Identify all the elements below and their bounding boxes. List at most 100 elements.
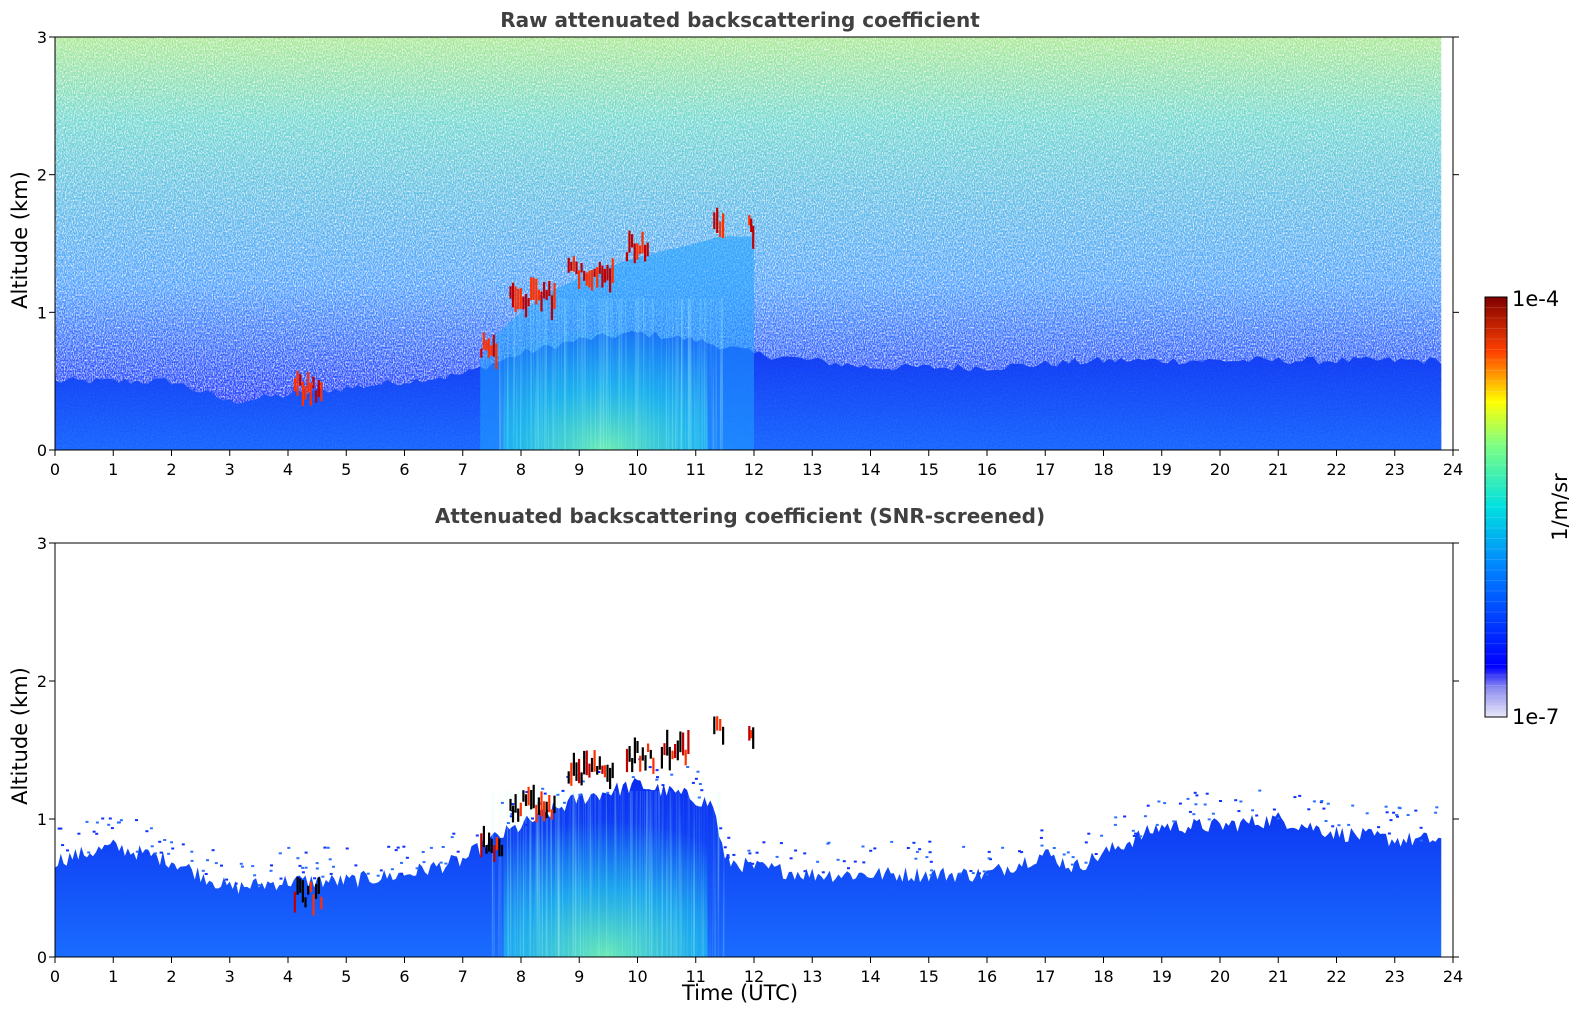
x-tick-label: 9 <box>574 967 584 986</box>
x-tick-label: 1 <box>108 967 118 986</box>
signal-speck <box>321 875 325 878</box>
x-tick-label: 10 <box>627 967 647 986</box>
colorbar-bands <box>1485 307 1507 707</box>
colorbar: 1e-4 1e-7 1/m/sr <box>1484 287 1572 729</box>
signal-speck <box>296 857 300 860</box>
cloud-echo <box>609 767 612 790</box>
cloud-echo <box>304 897 307 908</box>
signal-speck <box>1062 853 1066 856</box>
signal-speck <box>928 851 932 854</box>
x-tick-label: 24 <box>1443 967 1463 986</box>
cloud-echo <box>514 794 517 813</box>
cloud-echo <box>532 784 535 809</box>
signal-speck <box>1052 847 1056 849</box>
signal-speck <box>326 846 330 849</box>
signal-speck <box>211 849 215 852</box>
cloud-echo <box>603 269 606 283</box>
cloud-echo <box>625 748 629 773</box>
snr-screened-backscatter-panel: Attenuated backscattering coefficient (S… <box>8 504 1463 1005</box>
signal-speck <box>656 776 659 779</box>
cloud-echo <box>575 261 578 275</box>
signal-speck <box>578 794 582 796</box>
signal-speck <box>1392 811 1396 814</box>
cloud-echo <box>572 752 575 776</box>
x-tick-label: 16 <box>977 967 997 986</box>
cloud-echo <box>296 877 299 895</box>
signal-speck <box>751 862 755 865</box>
signal-speck <box>890 840 894 843</box>
x-tick-label: 22 <box>1326 967 1346 986</box>
signal-speck <box>531 817 534 820</box>
signal-speck <box>930 869 934 872</box>
cloud-echo <box>293 891 296 913</box>
colorbar-max-label: 1e-4 <box>1512 287 1559 311</box>
cloud-echo <box>606 264 609 281</box>
cloud-echo <box>485 340 488 351</box>
cloud-echo <box>570 762 573 786</box>
cloud-echo <box>480 833 483 858</box>
x-tick-label: 8 <box>516 967 526 986</box>
cloud-echo <box>567 771 570 784</box>
x-tick-label: 17 <box>1035 460 1055 479</box>
signal-speck <box>315 867 319 870</box>
cloud-echo <box>317 877 320 894</box>
signal-speck <box>150 845 154 848</box>
signal-speck <box>1084 841 1088 844</box>
cloud-echo <box>495 343 498 370</box>
signal-speck <box>985 873 989 876</box>
signal-speck <box>1071 856 1075 859</box>
signal-speck <box>1396 815 1399 818</box>
signal-speck <box>1001 846 1005 849</box>
signal-speck <box>987 850 991 853</box>
cloud-echo <box>598 756 601 770</box>
x-tick-label: 17 <box>1035 967 1055 986</box>
signal-speck <box>110 827 114 830</box>
signal-speck <box>1331 825 1335 828</box>
signal-speck <box>1322 807 1326 810</box>
cloud-echo <box>299 878 302 893</box>
signal-speck <box>366 872 370 875</box>
cloud-echo <box>639 755 642 772</box>
panel-title: Raw attenuated backscattering coefficien… <box>500 8 980 32</box>
cloud-echo <box>304 385 307 400</box>
signal-speck <box>421 851 425 853</box>
x-tick-label: 11 <box>686 460 706 479</box>
cloud-echo <box>535 278 538 305</box>
plot-area <box>55 37 1442 450</box>
cloud-echo <box>543 801 546 822</box>
signal-speck <box>541 787 545 790</box>
signal-speck <box>1324 820 1328 822</box>
signal-speck <box>1178 802 1182 805</box>
signal-speck <box>1398 807 1402 810</box>
signal-speck <box>450 836 454 839</box>
cloud-echo <box>540 791 543 817</box>
signal-speck <box>969 870 973 872</box>
signal-speck <box>506 822 510 824</box>
cloud-echo <box>309 382 312 406</box>
cloud-echo <box>511 282 515 308</box>
signal-speck <box>190 859 194 862</box>
signal-speck <box>978 872 981 875</box>
cloud-echo <box>663 743 666 756</box>
y-tick-label: 3 <box>37 534 47 553</box>
y-tick-label: 3 <box>37 28 47 47</box>
signal-speck <box>253 874 257 877</box>
cloud-echo <box>583 750 586 775</box>
panel-title: Attenuated backscattering coefficient (S… <box>435 504 1045 528</box>
cloud-echo <box>509 286 512 299</box>
signal-speck <box>1219 800 1222 802</box>
cloud-echo <box>487 338 490 358</box>
cloud-echo <box>585 750 588 776</box>
signal-speck <box>803 870 807 873</box>
signal-speck <box>1385 811 1389 814</box>
cloud-echo <box>631 234 634 248</box>
signal-speck <box>1326 802 1330 805</box>
signal-speck <box>794 849 798 852</box>
cloud-echo <box>684 749 687 766</box>
signal-speck <box>726 854 730 857</box>
signal-speck <box>456 850 460 853</box>
signal-speck <box>1395 814 1399 816</box>
y-tick-label: 2 <box>37 166 47 185</box>
signal-speck <box>135 819 138 822</box>
signal-speck <box>154 852 157 855</box>
